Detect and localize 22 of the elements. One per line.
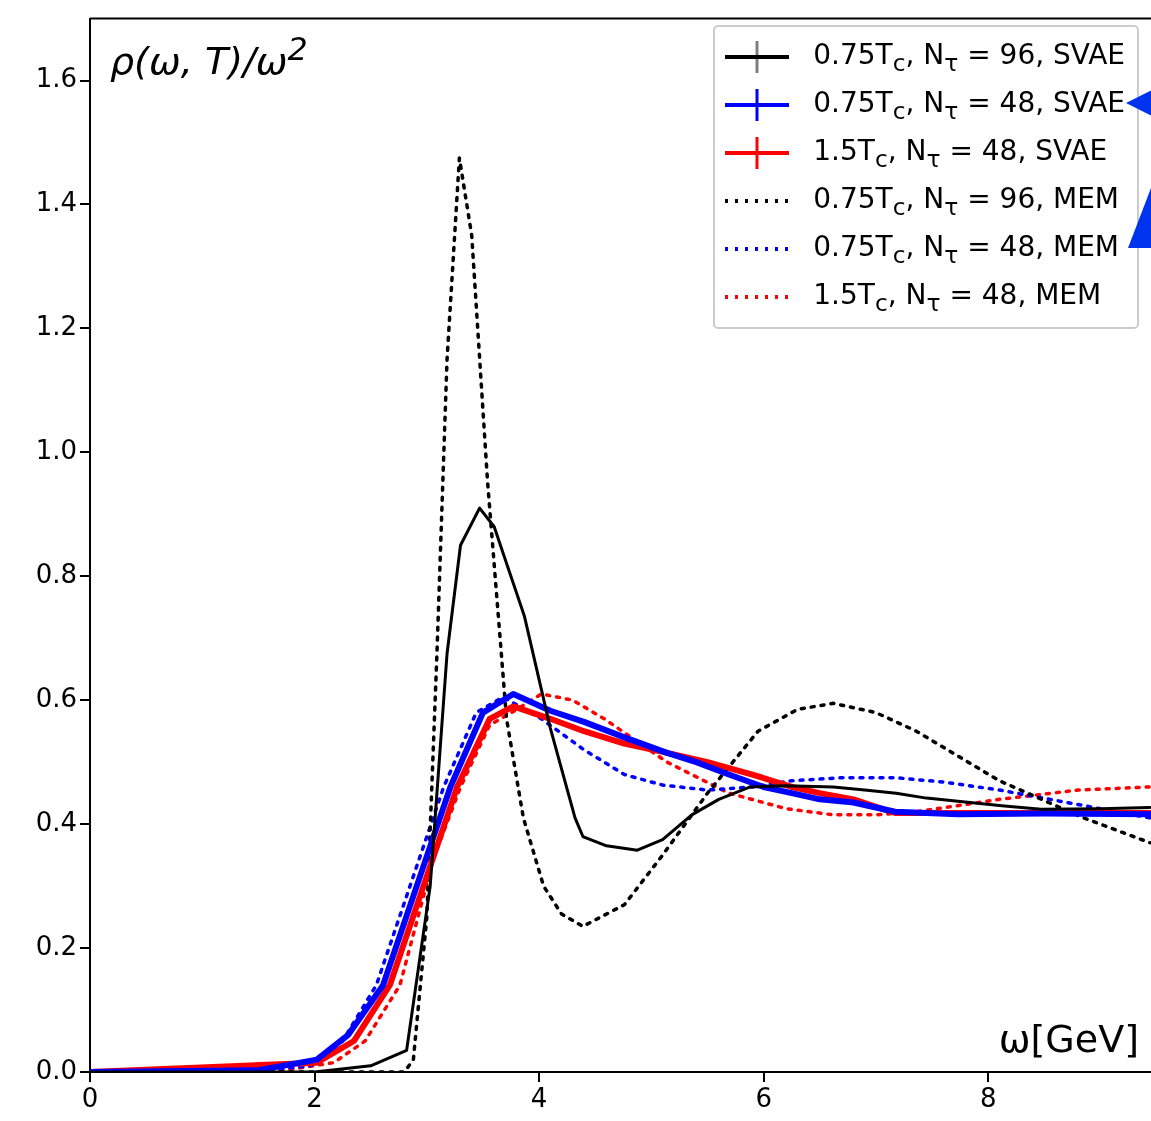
legend-label: 1.5T$_{c}$, N$_{τ}$ = 48, MEM: [813, 277, 1102, 317]
y-tick-label: 0.4: [35, 806, 77, 837]
x-axis-title: ω[GeV]: [998, 1017, 1139, 1061]
legend-label: 0.75T$_{c}$, N$_{τ}$ = 96, SVAE: [813, 37, 1125, 77]
y-tick-label: 1.4: [35, 187, 77, 218]
y-tick-label: 1.2: [35, 311, 77, 342]
y-tick-label: 0.0: [35, 1054, 77, 1085]
y-tick-label: 0.8: [35, 559, 77, 590]
y-tick-label: 0.2: [35, 930, 77, 961]
y-axis-title: ρ(ω, T)/ω$^{2}$: [110, 30, 308, 83]
legend-label: 0.75T$_{c}$, N$_{τ}$ = 48, MEM: [813, 229, 1120, 269]
x-tick-label: 6: [755, 1083, 772, 1114]
x-tick-label: 0: [81, 1083, 99, 1114]
y-tick-label: 1.6: [35, 63, 77, 94]
x-tick-label: 2: [306, 1083, 323, 1114]
x-tick-label: 8: [979, 1083, 997, 1114]
y-tick-label: 1.0: [35, 435, 77, 466]
y-tick-label: 0.6: [35, 682, 77, 713]
legend-label: 0.75T$_{c}$, N$_{τ}$ = 48, SVAE: [813, 85, 1125, 125]
legend-label: 0.75T$_{c}$, N$_{τ}$ = 96, MEM: [813, 181, 1120, 221]
legend-label: 1.5T$_{c}$, N$_{τ}$ = 48, SVAE: [813, 133, 1108, 173]
x-tick-label: 4: [530, 1083, 548, 1114]
